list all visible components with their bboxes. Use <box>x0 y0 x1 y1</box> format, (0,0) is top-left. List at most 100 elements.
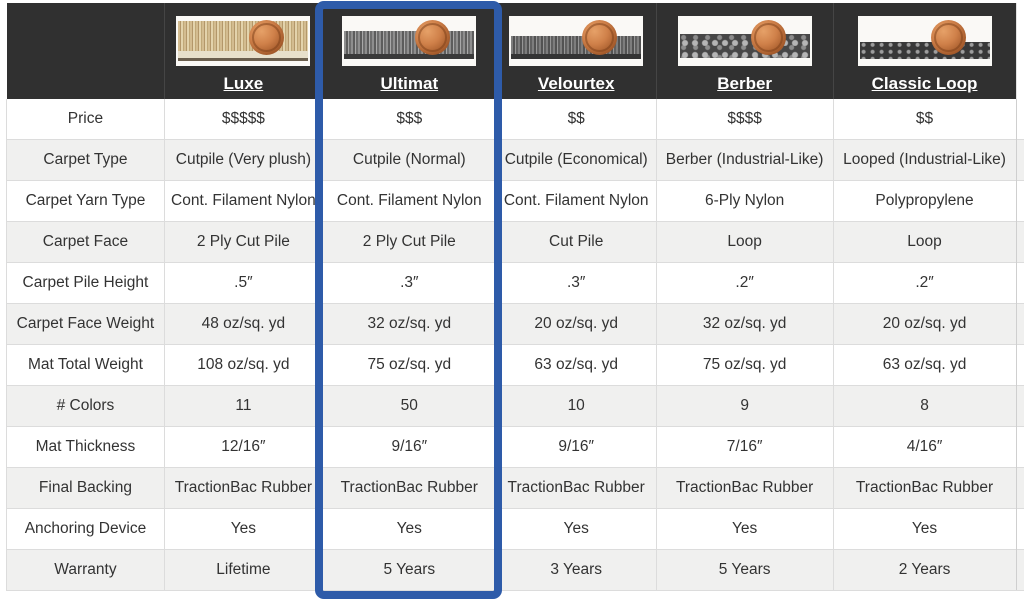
table-cell: TractionBac Rubber <box>163 467 323 509</box>
cropped-cell <box>1015 139 1024 181</box>
table-cell: $$ <box>495 99 657 140</box>
table-cell: 108 oz/sq. yd <box>163 344 323 386</box>
carpet-backing <box>178 51 309 58</box>
table-cell: Loop <box>832 221 1016 263</box>
product-link-velourtex[interactable]: Velourtex <box>537 74 615 93</box>
table-cell: .5″ <box>163 262 323 304</box>
table-cell: Yes <box>321 508 497 550</box>
table-cell: 4/16″ <box>832 426 1016 468</box>
table-cell: 2 Ply Cut Pile <box>321 221 497 263</box>
table-cell: 63 oz/sq. yd <box>832 344 1016 386</box>
table-cell: 2 Years <box>832 549 1016 591</box>
table-row-anchoring-device: Anchoring Device Yes Yes Yes Yes Yes <box>6 508 1024 550</box>
product-link-luxe[interactable]: Luxe <box>223 74 264 93</box>
carpet-pile-texture <box>679 34 810 58</box>
cropped-cell <box>1015 426 1024 468</box>
table-cell: 20 oz/sq. yd <box>832 303 1016 345</box>
table-cell: Loop <box>655 221 834 263</box>
carpet-base <box>344 54 475 59</box>
table-row-mat-thickness: Mat Thickness 12/16″ 9/16″ 9/16″ 7/16″ 4… <box>6 426 1024 468</box>
table-cell: 8 <box>832 385 1016 427</box>
column-header-ultimat: Ultimat <box>321 3 497 99</box>
table-cell: 75 oz/sq. yd <box>321 344 497 386</box>
row-label: Carpet Pile Height <box>6 262 165 304</box>
table-row-warranty: Warranty Lifetime 5 Years 3 Years 5 Year… <box>6 549 1024 591</box>
table-cell: Cont. Filament Nylon <box>163 180 323 222</box>
table-row-carpet-pile-height: Carpet Pile Height .5″ .3″ .3″ .2″ .2″ <box>6 262 1024 304</box>
penny-scale-icon <box>750 20 786 55</box>
table-cell: 7/16″ <box>655 426 834 468</box>
table-cell: 63 oz/sq. yd <box>495 344 657 386</box>
table-cell: Polypropylene <box>832 180 1016 222</box>
cropped-cell <box>1015 303 1024 345</box>
product-comparison-table: Luxe Ultimat Velourtex <box>6 3 1024 591</box>
luxe-carpet-swatch-photo <box>176 16 311 66</box>
table-cell: 6-Ply Nylon <box>655 180 834 222</box>
product-link-ultimat[interactable]: Ultimat <box>380 74 439 93</box>
table-cell: 9/16″ <box>495 426 657 468</box>
classic-loop-carpet-swatch-photo <box>857 16 992 66</box>
table-cell: 5 Years <box>321 549 497 591</box>
cropped-cell <box>1015 385 1024 427</box>
table-cell: 5 Years <box>655 549 834 591</box>
table-row-carpet-type: Carpet Type Cutpile (Very plush) Cutpile… <box>6 139 1024 181</box>
ultimat-carpet-swatch-photo <box>342 16 477 66</box>
table-cell: $$$ <box>321 99 497 140</box>
row-label: Mat Thickness <box>6 426 165 468</box>
row-label: Anchoring Device <box>6 508 165 550</box>
table-cell: Yes <box>495 508 657 550</box>
carpet-pile-texture <box>859 42 990 59</box>
header-row: Luxe Ultimat Velourtex <box>6 3 1024 99</box>
row-label: Price <box>6 99 165 140</box>
table-cell: Cutpile (Economical) <box>495 139 657 181</box>
table-cell: Cutpile (Normal) <box>321 139 497 181</box>
table-cell: TractionBac Rubber <box>321 467 497 509</box>
cropped-cell <box>1015 180 1024 222</box>
row-label: Mat Total Weight <box>6 344 165 386</box>
row-label: Warranty <box>6 549 165 591</box>
table-cell: Cont. Filament Nylon <box>321 180 497 222</box>
penny-scale-icon <box>582 20 618 55</box>
row-label: # Colors <box>6 385 165 427</box>
column-header-velourtex: Velourtex <box>495 3 657 99</box>
product-link-berber[interactable]: Berber <box>717 74 773 93</box>
table-cell: 10 <box>495 385 657 427</box>
table-cell: 2 Ply Cut Pile <box>163 221 323 263</box>
cropped-cell <box>1015 262 1024 304</box>
penny-scale-icon <box>249 20 285 55</box>
header-corner-cell <box>6 3 165 99</box>
table-cell: 32 oz/sq. yd <box>655 303 834 345</box>
table-cell: 75 oz/sq. yd <box>655 344 834 386</box>
table-cell: 12/16″ <box>163 426 323 468</box>
table-cell: 50 <box>321 385 497 427</box>
table-cell: $$ <box>832 99 1016 140</box>
table-row-carpet-face-weight: Carpet Face Weight 48 oz/sq. yd 32 oz/sq… <box>6 303 1024 345</box>
column-header-berber: Berber <box>655 3 834 99</box>
table-cell: Cutpile (Very plush) <box>163 139 323 181</box>
carpet-pile-texture <box>178 21 309 51</box>
table-row-num-colors: # Colors 11 50 10 9 8 <box>6 385 1024 427</box>
table-cell: Cut Pile <box>495 221 657 263</box>
cropped-next-column-header <box>1015 3 1024 99</box>
table-cell: TractionBac Rubber <box>655 467 834 509</box>
table-cell: 11 <box>163 385 323 427</box>
product-link-classic-loop[interactable]: Classic Loop <box>871 74 978 93</box>
table-cell: .2″ <box>832 262 1016 304</box>
row-label: Carpet Face <box>6 221 165 263</box>
table-cell: Lifetime <box>163 549 323 591</box>
cropped-cell <box>1015 549 1024 591</box>
column-header-luxe: Luxe <box>163 3 323 99</box>
carpet-pile-texture <box>344 31 475 54</box>
carpet-pile-texture <box>511 36 642 54</box>
table-row-final-backing: Final Backing TractionBac Rubber Tractio… <box>6 467 1024 509</box>
cropped-cell <box>1015 221 1024 263</box>
cropped-cell <box>1015 508 1024 550</box>
table-cell: 32 oz/sq. yd <box>321 303 497 345</box>
row-label: Carpet Type <box>6 139 165 181</box>
table-cell: .2″ <box>655 262 834 304</box>
column-header-classic-loop: Classic Loop <box>832 3 1016 99</box>
table-cell: 9 <box>655 385 834 427</box>
table-cell: TractionBac Rubber <box>495 467 657 509</box>
table-cell: Berber (Industrial-Like) <box>655 139 834 181</box>
table-cell: 9/16″ <box>321 426 497 468</box>
